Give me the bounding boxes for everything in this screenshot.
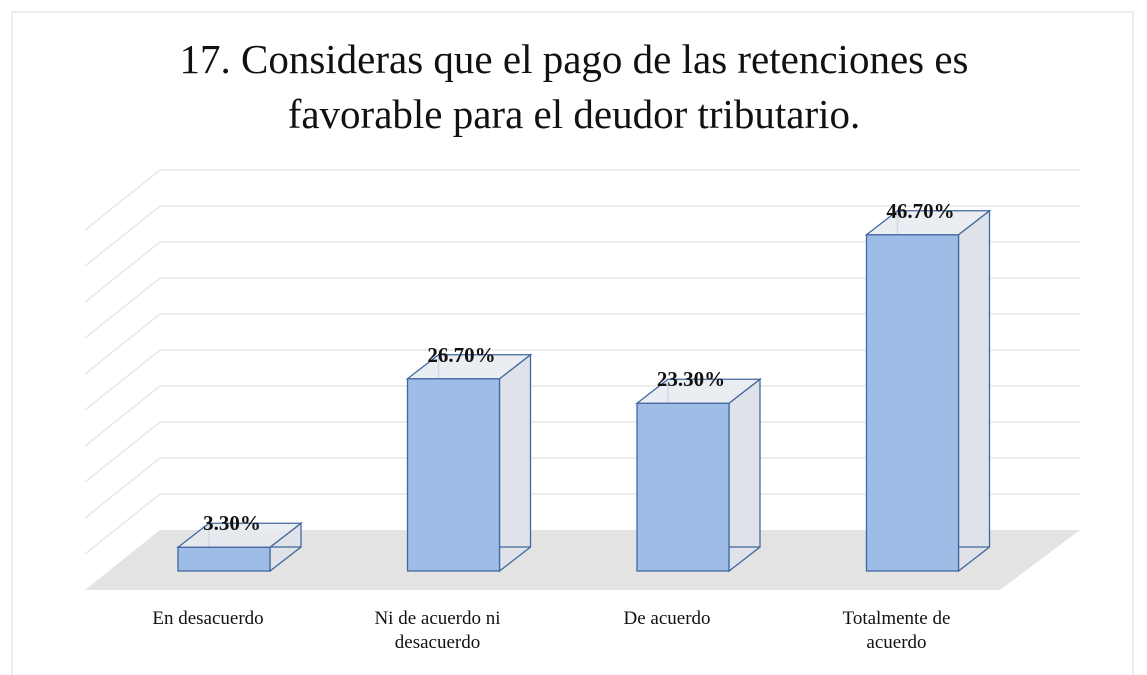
- bar-front: [865, 234, 960, 572]
- grid-line-side: [84, 385, 161, 447]
- bar-top: [864, 210, 992, 236]
- grid-line-side: [84, 349, 161, 411]
- value-label: 3.30%: [203, 511, 261, 535]
- bar-top: [176, 522, 303, 548]
- bar-front: [636, 402, 730, 572]
- bar-front: [406, 378, 501, 572]
- value-label: 23.30%: [657, 367, 725, 391]
- grid-line-side: [84, 313, 161, 375]
- grid-line-side: [84, 205, 161, 267]
- x-tick-label: Ni de acuerdo ni desacuerdo: [374, 608, 501, 653]
- x-tick-label: En desacuerdo: [152, 608, 264, 629]
- grid-line-side: [84, 241, 161, 303]
- bar: [405, 353, 533, 573]
- chart-title: 17. Consideras que el pago de las retenc…: [179, 36, 969, 137]
- x-tick-label: Totalmente de acuerdo: [842, 608, 951, 653]
- bar-side: [957, 209, 991, 573]
- grid-line-side: [84, 457, 161, 519]
- grid-line-side: [84, 493, 161, 555]
- grid-line-side: [84, 421, 161, 483]
- value-label: 46.70%: [886, 199, 954, 223]
- floor: [85, 530, 1080, 590]
- grid-line-side: [84, 169, 161, 231]
- bar: [176, 521, 303, 573]
- bar-top: [405, 354, 533, 380]
- x-tick-label: De acuerdo: [623, 608, 711, 629]
- bar-top: [635, 378, 762, 404]
- bar-side: [498, 353, 532, 573]
- bar-front: [177, 546, 271, 572]
- bar-side: [728, 377, 761, 573]
- bar: [635, 377, 762, 573]
- value-label: 26.70%: [427, 343, 495, 367]
- bar: [864, 209, 992, 573]
- grid-line-side: [84, 277, 161, 339]
